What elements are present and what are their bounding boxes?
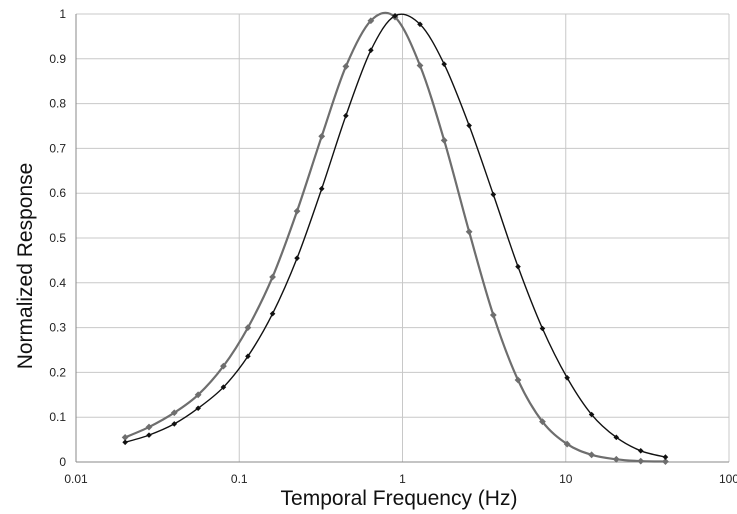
y-tick-label: 1: [59, 7, 66, 21]
series-2-point: [662, 454, 669, 460]
series-2-point: [613, 434, 620, 441]
series-layer: [121, 11, 669, 465]
series-1-point: [220, 362, 227, 370]
y-tick-label: 0.2: [49, 365, 66, 379]
x-tick-label: 0.1: [231, 472, 248, 486]
y-tick-label: 0.1: [49, 410, 66, 424]
x-tick-label: 0.01: [64, 472, 88, 486]
series-1-point: [662, 458, 669, 465]
series-1-point: [367, 17, 375, 25]
series-1-point: [170, 409, 178, 417]
series-1-point: [637, 457, 645, 465]
series-1-point: [145, 423, 153, 431]
series-2-point: [269, 310, 276, 317]
series-2-point: [539, 325, 546, 332]
series-1-point: [539, 418, 546, 426]
series-1-point: [194, 391, 202, 399]
series-2-point: [195, 405, 201, 412]
y-tick-label: 0.8: [49, 97, 66, 111]
y-tick-label: 0.3: [49, 321, 66, 335]
series-2: [122, 12, 669, 460]
x-tick-label: 10: [559, 472, 573, 486]
series-1-point: [465, 228, 473, 236]
series-2-point: [564, 374, 570, 381]
series-2-point: [171, 421, 178, 427]
series-2-point: [637, 448, 644, 454]
series-1-point: [416, 62, 424, 69]
series-2-point: [245, 353, 251, 360]
series-2-point: [122, 439, 128, 446]
series-2-point: [220, 384, 227, 390]
series-2-point: [441, 61, 447, 67]
x-axis-label: Temporal Frequency (Hz): [281, 487, 518, 510]
gridlines: [76, 13, 730, 462]
series-1-point: [318, 132, 326, 140]
series-2-point: [146, 432, 152, 438]
y-axis-label: Normalized Response: [14, 163, 37, 370]
series-1-point: [489, 311, 497, 319]
series-2-point: [368, 47, 374, 54]
series-2-point: [294, 255, 300, 261]
series-2-point: [343, 112, 349, 119]
x-tick-label: 1: [399, 472, 406, 486]
series-1-point: [440, 136, 448, 144]
series-2-point: [392, 12, 398, 19]
series-2-point: [318, 185, 325, 192]
y-tick-label: 0.4: [49, 276, 66, 290]
series-1-point: [269, 273, 276, 281]
series-2-point: [588, 411, 595, 418]
series-1-point: [563, 440, 571, 448]
y-tick-label: 0.9: [49, 52, 66, 66]
series-1-point: [293, 207, 301, 215]
series-1-point: [342, 63, 350, 70]
series-2-point: [417, 21, 423, 28]
y-tick-label: 0.6: [49, 186, 66, 200]
x-tick-label: 100: [719, 472, 737, 486]
axes: [75, 14, 729, 463]
series-2-point: [515, 263, 521, 270]
series-1-point: [612, 455, 620, 463]
y-tick-label: 0.5: [49, 231, 66, 245]
series-1-point: [244, 324, 252, 331]
y-tick-label: 0.7: [49, 141, 66, 155]
series-2-point: [466, 122, 472, 129]
series-1-point: [588, 451, 596, 459]
series-2-point: [490, 191, 497, 198]
series-1: [121, 11, 669, 465]
series-1-point: [514, 376, 522, 384]
series-1-point: [121, 433, 129, 441]
y-tick-label: 0: [59, 455, 66, 469]
x-tick-labels: 0.01 0.1 1 10 100: [64, 472, 737, 486]
y-tick-labels: 0 0.1 0.2 0.3 0.4 0.5 0.6 0.7 0.8 0.9 1: [49, 7, 66, 469]
